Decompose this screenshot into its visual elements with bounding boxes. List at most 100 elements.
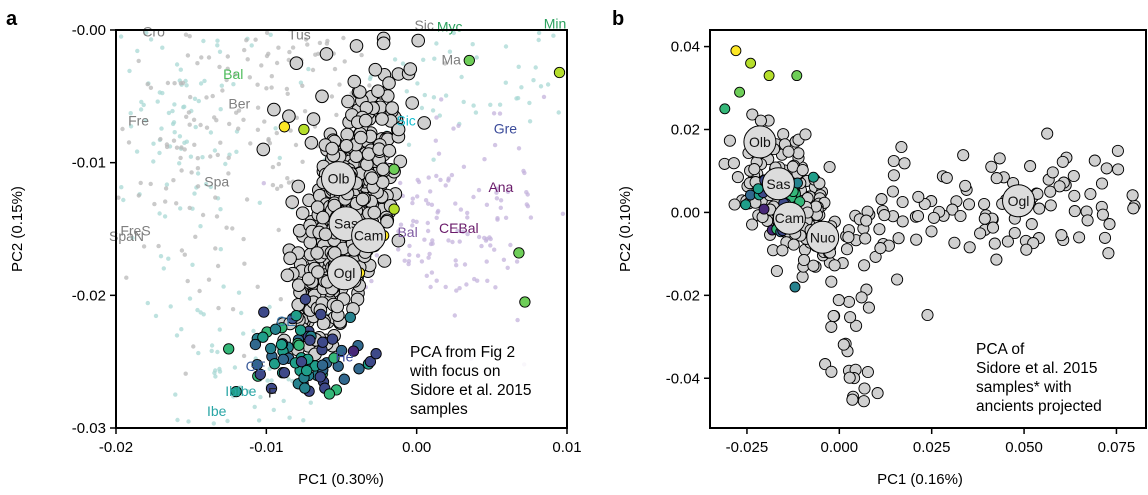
reference-point <box>166 256 171 261</box>
sardinian-sample-point <box>993 152 1006 165</box>
reference-point <box>533 65 538 70</box>
reference-point <box>175 417 180 423</box>
reference-point <box>519 85 524 90</box>
reference-point <box>329 94 335 99</box>
sardinian-sample-point <box>340 127 355 142</box>
sardinian-sample-point <box>957 149 970 162</box>
reference-point <box>213 368 218 373</box>
ancient-sample-point <box>317 336 329 348</box>
reference-point <box>227 121 232 127</box>
reference-point <box>170 108 175 114</box>
ancient-sample-point <box>323 388 336 400</box>
population-label: F <box>268 385 277 401</box>
sardinian-sample-point <box>1068 205 1081 218</box>
reference-point <box>400 61 406 66</box>
reference-point <box>494 196 500 201</box>
sardinian-sample-point <box>985 160 998 173</box>
reference-point <box>508 242 513 248</box>
reference-point <box>516 64 521 70</box>
reference-point <box>434 115 439 120</box>
reference-point <box>505 265 510 270</box>
sardinian-sample-point <box>282 109 296 123</box>
sardinian-sample-point <box>948 236 961 249</box>
centroid-label: Sas <box>334 216 358 232</box>
reference-point <box>257 200 262 205</box>
reference-point <box>195 184 201 189</box>
sardinian-sample-point <box>353 85 367 99</box>
reference-point <box>179 248 185 253</box>
reference-point <box>156 243 161 249</box>
sardinian-sample-point <box>283 251 297 266</box>
reference-point <box>159 126 164 131</box>
x-tick-label: 0.01 <box>552 439 581 456</box>
sardinian-sample-point <box>382 76 396 90</box>
reference-point <box>427 251 432 257</box>
reference-point <box>184 83 189 88</box>
sardinian-sample-point <box>748 163 761 176</box>
sardinian-sample-point <box>912 190 925 203</box>
reference-point <box>162 214 168 219</box>
panel-a-frame <box>115 29 568 429</box>
reference-point <box>174 62 180 67</box>
reference-point <box>396 247 401 252</box>
reference-point <box>423 198 429 203</box>
reference-point <box>432 56 437 61</box>
reference-point <box>293 142 299 148</box>
reference-point <box>471 103 476 108</box>
reference-point <box>126 140 132 145</box>
reference-point <box>186 110 192 115</box>
reference-point <box>369 278 374 284</box>
reference-point <box>192 191 197 196</box>
reference-point <box>241 353 247 359</box>
reference-point <box>264 53 270 59</box>
reference-point <box>218 207 223 212</box>
reference-point <box>246 389 251 394</box>
reference-point <box>217 369 223 374</box>
reference-point <box>536 37 541 43</box>
sardinian-sample-point <box>349 39 364 53</box>
reference-point <box>187 205 192 211</box>
x-tick-label: 0.000 <box>821 439 859 456</box>
reference-point <box>443 183 448 188</box>
sardinian-sample-point <box>380 214 394 229</box>
reference-point <box>545 82 551 87</box>
reference-point <box>265 378 270 383</box>
y-tick-label: 0.04 <box>671 39 700 56</box>
reference-point <box>473 110 479 115</box>
sardinian-sample-point <box>873 223 886 236</box>
reference-point <box>285 91 290 97</box>
reference-point <box>224 77 229 83</box>
reference-point <box>161 266 166 271</box>
population-label: Bal <box>397 224 417 240</box>
reference-point <box>242 47 247 53</box>
sardinian-sample-point <box>291 278 306 293</box>
reference-point <box>163 199 168 204</box>
reference-point <box>223 161 228 167</box>
reference-point <box>287 49 292 55</box>
sardinian-sample-point <box>727 157 740 170</box>
reference-point <box>178 67 183 72</box>
reference-point <box>459 74 464 80</box>
centroid-label: Cam <box>354 228 384 244</box>
sardinian-sample-point <box>1055 229 1068 242</box>
reference-point <box>290 45 296 50</box>
sardinian-sample-point <box>827 309 840 323</box>
reference-point <box>160 45 165 50</box>
reference-point <box>431 157 436 162</box>
reference-point <box>479 243 484 249</box>
sardinian-sample-point <box>898 157 911 170</box>
reference-point <box>429 202 435 207</box>
reference-point <box>160 90 165 96</box>
reference-point <box>192 96 198 102</box>
ancient-sample-point <box>299 293 312 305</box>
y-tick-label: -0.03 <box>72 420 106 437</box>
reference-point <box>269 378 274 383</box>
reference-point <box>334 112 339 118</box>
panel-b-axes: -0.025 0.000 0.025 0.050 0.075 -0.04 -0.02 0.00… <box>666 39 1135 456</box>
reference-point <box>426 201 431 206</box>
reference-point <box>411 218 416 224</box>
reference-point <box>248 141 253 146</box>
ancient-sample-point <box>758 203 770 215</box>
reference-point <box>332 66 338 72</box>
